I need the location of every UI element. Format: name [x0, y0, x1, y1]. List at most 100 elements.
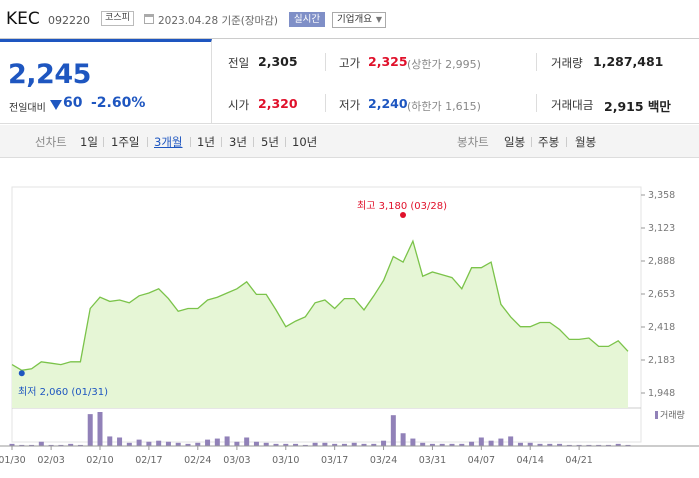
prev-close-value: 2,305 — [258, 54, 298, 69]
volume-bar — [244, 437, 250, 446]
volume-bar — [537, 443, 543, 446]
volume-bar — [87, 414, 93, 446]
open-label: 시가 — [228, 98, 250, 112]
volume-label: 거래량 — [551, 56, 583, 70]
high-annotation: 최고 3,180 (03/28) — [357, 200, 447, 212]
line-chart-label: 선차트 — [35, 135, 67, 149]
price-line — [11, 239, 629, 371]
volume-bar — [420, 442, 426, 446]
period-3y[interactable]: 3년 — [229, 135, 247, 149]
volume-bar — [185, 443, 191, 446]
volume-bar — [508, 436, 514, 446]
volume-bar — [224, 436, 230, 446]
plot-frame — [11, 186, 642, 443]
x-tick-label: 03/17 — [321, 455, 348, 466]
volume-bar — [58, 444, 64, 446]
x-tick-label: 04/07 — [468, 455, 495, 466]
realtime-button[interactable]: 실시간 — [289, 12, 325, 27]
volume-bar — [586, 444, 592, 446]
volume-bar — [165, 441, 171, 446]
volume-bar — [38, 441, 44, 446]
volume-bar — [615, 443, 621, 446]
volume-bar — [48, 444, 54, 446]
volume-bar — [429, 443, 435, 446]
candle-monthly[interactable]: 월봉 — [575, 135, 597, 149]
volume-bar — [351, 442, 357, 446]
x-tick-label: 02/03 — [37, 455, 64, 466]
low-label: 저가 — [339, 98, 361, 112]
volume-bar — [9, 443, 15, 446]
period-1w[interactable]: 1주일 — [111, 135, 140, 149]
amount-value: 2,915 백만 — [604, 99, 671, 114]
period-5y[interactable]: 5년 — [261, 135, 279, 149]
price-chart[interactable]: 3,358 3,123 2,888 2,653 2,418 2,183 1,948 최고 3,… — [0, 160, 699, 478]
stock-name: KEC — [6, 9, 40, 29]
stock-code: 092220 — [48, 14, 90, 27]
volume-bar — [97, 412, 103, 446]
volume-bar — [390, 415, 396, 446]
prev-close-label: 전일 — [228, 56, 250, 70]
current-price: 2,245 — [8, 59, 91, 90]
x-tick-label: 02/24 — [184, 455, 211, 466]
volume-bar — [293, 443, 299, 446]
volume-bar — [302, 444, 308, 446]
period-1d[interactable]: 1일 — [80, 135, 98, 149]
volume-bar — [283, 443, 289, 446]
candle-daily[interactable]: 일봉 — [504, 135, 526, 149]
volume-bar — [341, 443, 347, 446]
period-3m[interactable]: 3개월 — [154, 135, 183, 149]
company-overview-dropdown[interactable]: 기업개요 ▼ — [332, 12, 386, 28]
volume-bar — [576, 444, 582, 446]
volume-bar — [381, 440, 387, 446]
open-value: 2,320 — [258, 96, 298, 111]
y-tick-label: 2,653 — [648, 289, 675, 300]
volume-bar — [605, 444, 611, 446]
price-summary: 2,245 전일대비 60 -2.60% 전일 2,305 고가 2,325 (… — [0, 38, 699, 124]
market-badge: 코스피 — [101, 11, 134, 26]
upper-limit: (상한가 2,995) — [407, 58, 481, 71]
volume-bar — [273, 443, 279, 446]
chevron-down-icon: ▼ — [375, 15, 382, 24]
stock-header: KEC 092220 코스피 2023.04.28 기준(장마감) 실시간 기업… — [0, 0, 699, 38]
company-overview-label: 기업개요 — [337, 14, 372, 25]
amount-label: 거래대금 — [551, 98, 594, 112]
x-tick-label: 03/31 — [419, 455, 446, 466]
y-tick-label: 1,948 — [648, 388, 675, 399]
y-tick-label: 3,358 — [648, 190, 675, 201]
volume-bar — [117, 437, 123, 446]
volume-bar — [312, 442, 318, 446]
volume-bar — [68, 443, 74, 446]
down-triangle-icon — [50, 100, 62, 110]
volume-bar — [625, 444, 631, 446]
lower-limit: (하한가 1,615) — [407, 100, 481, 113]
volume-bar — [253, 441, 259, 446]
period-1y[interactable]: 1년 — [197, 135, 215, 149]
volume-bar — [439, 443, 445, 446]
y-tick-label: 2,888 — [648, 256, 675, 267]
low-marker — [18, 370, 25, 377]
volume-bar — [214, 438, 220, 446]
price-area — [12, 241, 628, 408]
volume-bar — [449, 443, 455, 446]
volume-bar — [410, 438, 416, 446]
volume-legend-swatch — [655, 411, 658, 419]
volume-bar — [400, 433, 406, 446]
x-tick-label: 04/14 — [517, 455, 544, 466]
current-price-box: 2,245 전일대비 60 -2.60% — [0, 39, 212, 124]
volume-bar — [234, 441, 240, 446]
volume-value: 1,287,481 — [593, 54, 664, 69]
volume-bar — [77, 444, 83, 446]
volume-bar — [146, 441, 152, 446]
y-tick-label: 2,418 — [648, 322, 675, 333]
volume-bar — [126, 442, 132, 446]
volume-legend: 거래량 — [660, 409, 685, 421]
volume-bar — [527, 442, 533, 446]
volume-bar — [469, 441, 475, 446]
chart-period-bar: 선차트 1일 1주일 3개월 1년 3년 5년 10년 봉차트 일봉 주봉 월봉 — [0, 125, 699, 158]
period-10y[interactable]: 10년 — [292, 135, 318, 149]
candle-weekly[interactable]: 주봉 — [538, 135, 560, 149]
volume-bar — [478, 437, 484, 446]
x-tick-label: 04/21 — [565, 455, 592, 466]
x-tick-label: 02/10 — [86, 455, 113, 466]
volume-bar — [136, 439, 142, 446]
